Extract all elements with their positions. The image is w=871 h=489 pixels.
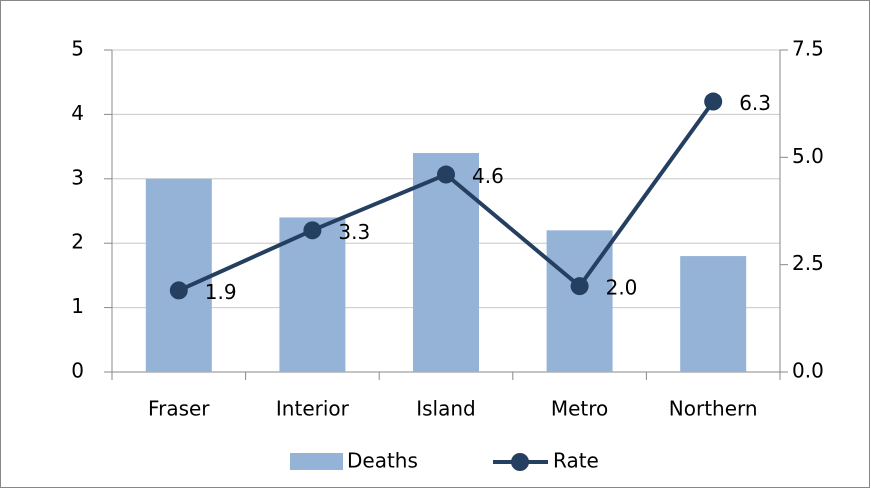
y-tick-label: 2 — [71, 230, 84, 254]
legend-label: Deaths — [347, 449, 418, 473]
x-tick-label: Interior — [276, 397, 350, 421]
data-label: 3.3 — [338, 220, 370, 244]
y2-tick-label: 5.0 — [792, 144, 824, 168]
y2-tick-label: 7.5 — [792, 37, 824, 61]
y-tick-label: 3 — [71, 165, 84, 189]
point — [169, 281, 188, 300]
bar — [680, 256, 747, 372]
point — [437, 165, 455, 184]
legend-marker — [511, 453, 529, 471]
point — [570, 277, 589, 296]
legend-label: Rate — [553, 449, 599, 473]
data-label: 1.9 — [205, 280, 237, 304]
y-tick-label: 5 — [71, 37, 84, 61]
x-tick-label: Fraser — [148, 397, 210, 421]
x-tick-label: Metro — [551, 397, 608, 421]
data-label: 6.3 — [739, 91, 771, 115]
data-label: 4.6 — [472, 164, 504, 188]
y2-tick-label: 2.5 — [792, 251, 824, 275]
bar — [413, 153, 479, 372]
x-tick-label: Island — [416, 397, 476, 421]
point — [704, 92, 723, 111]
x-tick-label: Northern — [669, 397, 758, 421]
bar — [279, 217, 346, 372]
y-tick-label: 1 — [71, 294, 84, 318]
y2-tick-label: 0.0 — [792, 359, 824, 383]
point — [303, 221, 322, 240]
y-tick-label: 0 — [71, 359, 84, 383]
legend-swatch — [290, 453, 343, 470]
y-tick-label: 4 — [71, 101, 84, 125]
data-label: 2.0 — [606, 276, 638, 300]
bar — [145, 178, 212, 372]
